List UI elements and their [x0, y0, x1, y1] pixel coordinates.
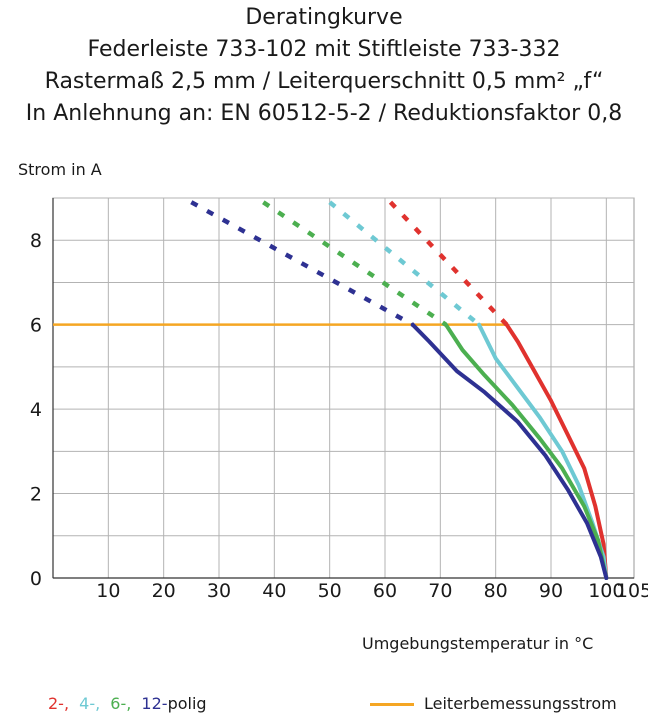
x-tick-label-40: 40	[262, 580, 286, 602]
x-tick-label-50: 50	[318, 580, 342, 602]
x-tick-label-105: 105	[616, 580, 648, 602]
legend-rated-current: Leiterbemessungsstrom	[370, 694, 617, 713]
x-tick-label-90: 90	[539, 580, 563, 602]
series-4-dashed-line	[328, 200, 481, 327]
legend-item-2: 2-,	[48, 694, 70, 713]
legend-rated-label: Leiterbemessungsstrom	[424, 694, 617, 713]
x-tick-label-10: 10	[96, 580, 120, 602]
y-tick-label-4: 4	[30, 399, 42, 421]
series-12-line	[410, 322, 609, 580]
legend-rated-swatch	[370, 703, 414, 706]
chart-title: Deratingkurve Federleiste 733-102 mit St…	[0, 2, 648, 130]
y-tick-label-6: 6	[30, 315, 42, 337]
x-tick-label-20: 20	[152, 580, 176, 602]
x-tick-label-80: 80	[484, 580, 508, 602]
x-axis-label: Umgebungstemperatur in °C	[362, 634, 594, 653]
series-6-dashed-line	[262, 200, 448, 327]
legend-item-12: 12-	[141, 694, 168, 713]
title-line-1: Deratingkurve	[245, 5, 403, 30]
y-tick-label-8: 8	[30, 230, 42, 252]
x-tick-label-100: 100	[588, 580, 624, 602]
plot-frame	[52, 197, 635, 579]
legend-item-4: 4-,	[79, 694, 101, 713]
legend-series: 2-, 4-, 6-, 12-polig	[48, 694, 212, 713]
legend-suffix: polig	[167, 694, 207, 713]
y-axis-label: Strom in A	[18, 160, 102, 179]
title-line-4: In Anlehnung an: EN 60512-5-2 / Reduktio…	[25, 101, 623, 126]
x-tick-label-30: 30	[207, 580, 231, 602]
x-tick-label-60: 60	[373, 580, 397, 602]
series-2-line	[504, 322, 609, 580]
title-line-3: Rastermaß 2,5 mm / Leiterquerschnitt 0,5…	[44, 69, 604, 94]
legend-item-6: 6-,	[110, 694, 132, 713]
y-tick-label-2: 2	[30, 484, 42, 506]
series-6-line	[443, 322, 609, 580]
title-line-2: Federleiste 733-102 mit Stiftleiste 733-…	[87, 37, 561, 62]
y-tick-label-0: 0	[30, 568, 42, 590]
x-tick-label-70: 70	[428, 580, 452, 602]
series-12-dashed-line	[190, 200, 414, 327]
